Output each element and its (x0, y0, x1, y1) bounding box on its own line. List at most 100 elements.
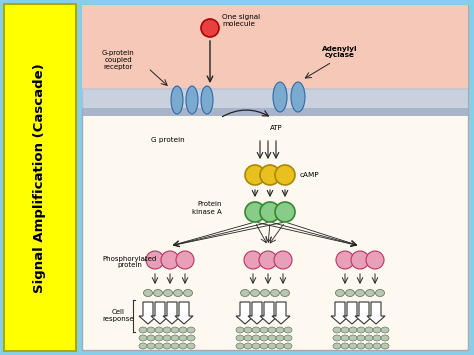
Ellipse shape (252, 327, 260, 333)
Ellipse shape (163, 335, 171, 341)
Ellipse shape (273, 82, 287, 112)
Ellipse shape (341, 327, 349, 333)
Text: Protein
kinase A: Protein kinase A (192, 202, 222, 214)
Ellipse shape (365, 327, 373, 333)
Ellipse shape (164, 289, 173, 296)
Polygon shape (367, 302, 385, 324)
Ellipse shape (236, 327, 244, 333)
Ellipse shape (171, 335, 179, 341)
Ellipse shape (261, 289, 270, 296)
Ellipse shape (244, 335, 252, 341)
Circle shape (259, 251, 277, 269)
Polygon shape (139, 302, 157, 324)
Ellipse shape (333, 335, 341, 341)
Ellipse shape (281, 289, 290, 296)
Ellipse shape (186, 86, 198, 114)
Ellipse shape (365, 343, 373, 349)
Ellipse shape (365, 335, 373, 341)
Ellipse shape (240, 289, 249, 296)
Text: Signal Amplification (Cascade): Signal Amplification (Cascade) (34, 63, 46, 293)
Ellipse shape (139, 335, 147, 341)
Ellipse shape (173, 289, 182, 296)
Ellipse shape (333, 343, 341, 349)
Ellipse shape (252, 335, 260, 341)
Ellipse shape (171, 343, 179, 349)
Ellipse shape (346, 289, 355, 296)
Ellipse shape (163, 343, 171, 349)
Ellipse shape (171, 327, 179, 333)
Ellipse shape (155, 335, 163, 341)
Ellipse shape (260, 343, 268, 349)
Ellipse shape (373, 335, 381, 341)
Ellipse shape (349, 343, 357, 349)
Ellipse shape (341, 335, 349, 341)
Ellipse shape (284, 343, 292, 349)
Ellipse shape (260, 335, 268, 341)
Text: cAMP: cAMP (300, 172, 319, 178)
Ellipse shape (187, 327, 195, 333)
Ellipse shape (271, 289, 280, 296)
Ellipse shape (244, 343, 252, 349)
Circle shape (201, 19, 219, 37)
Polygon shape (355, 302, 373, 324)
Polygon shape (175, 302, 193, 324)
Circle shape (274, 251, 292, 269)
Ellipse shape (357, 343, 365, 349)
Polygon shape (248, 302, 266, 324)
Ellipse shape (276, 343, 284, 349)
Bar (82, 5, 468, 350)
Ellipse shape (155, 343, 163, 349)
Polygon shape (272, 302, 290, 324)
Ellipse shape (244, 327, 252, 333)
Circle shape (176, 251, 194, 269)
Circle shape (275, 202, 295, 222)
Text: G-protein
coupled
receptor: G-protein coupled receptor (101, 50, 134, 70)
Circle shape (245, 165, 265, 185)
Ellipse shape (268, 343, 276, 349)
Text: One signal
molecule: One signal molecule (222, 13, 260, 27)
Ellipse shape (179, 335, 187, 341)
Ellipse shape (201, 86, 213, 114)
Polygon shape (163, 302, 181, 324)
Ellipse shape (284, 335, 292, 341)
Polygon shape (343, 302, 361, 324)
Polygon shape (151, 302, 169, 324)
Ellipse shape (349, 327, 357, 333)
Ellipse shape (349, 335, 357, 341)
Ellipse shape (179, 343, 187, 349)
Ellipse shape (276, 327, 284, 333)
Text: Phosphorylated
protein: Phosphorylated protein (103, 256, 157, 268)
Ellipse shape (381, 343, 389, 349)
Ellipse shape (139, 327, 147, 333)
Bar (4, 4, 76, 351)
Ellipse shape (268, 327, 276, 333)
Ellipse shape (163, 327, 171, 333)
Ellipse shape (373, 327, 381, 333)
Text: G protein: G protein (151, 137, 185, 143)
Ellipse shape (336, 289, 345, 296)
Circle shape (161, 251, 179, 269)
Circle shape (260, 202, 280, 222)
Ellipse shape (252, 343, 260, 349)
Ellipse shape (147, 335, 155, 341)
Text: Cell
response: Cell response (102, 308, 134, 322)
Ellipse shape (183, 289, 192, 296)
Bar (82, 5, 468, 90)
Bar (82, 88, 468, 116)
Text: Adenylyl
cyclase: Adenylyl cyclase (322, 45, 358, 59)
Polygon shape (260, 302, 278, 324)
Ellipse shape (139, 343, 147, 349)
Ellipse shape (179, 327, 187, 333)
Ellipse shape (147, 343, 155, 349)
Ellipse shape (375, 289, 384, 296)
Ellipse shape (381, 335, 389, 341)
Circle shape (351, 251, 369, 269)
Ellipse shape (236, 343, 244, 349)
Ellipse shape (154, 289, 163, 296)
Ellipse shape (357, 335, 365, 341)
Circle shape (146, 251, 164, 269)
Circle shape (275, 165, 295, 185)
Ellipse shape (333, 327, 341, 333)
Polygon shape (331, 302, 349, 324)
Ellipse shape (250, 289, 259, 296)
